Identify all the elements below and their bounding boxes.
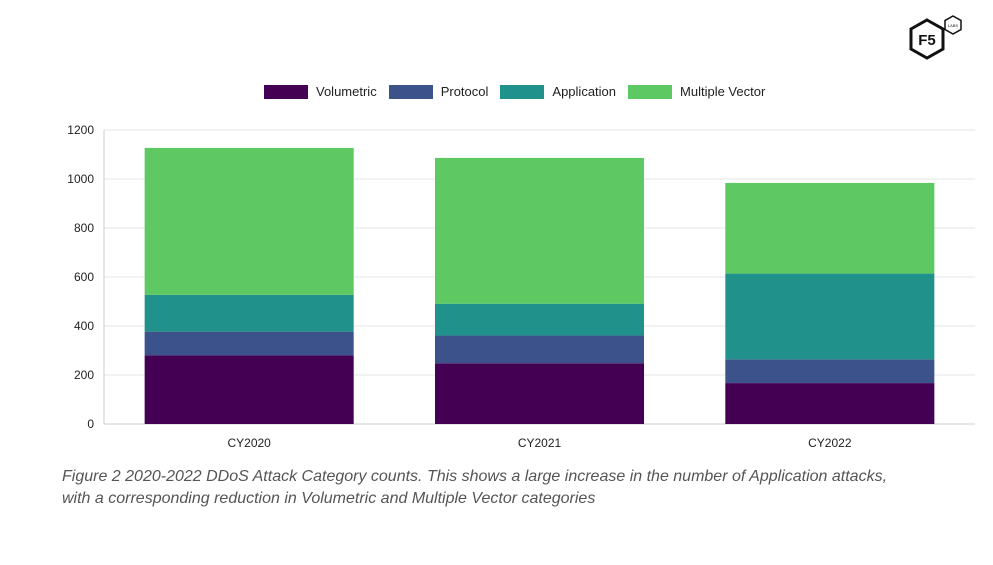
chart-legend: Volumetric Protocol Application Multiple Ve… xyxy=(264,84,777,99)
y-tick-label: 800 xyxy=(74,221,94,235)
legend-label-multiple-vector: Multiple Vector xyxy=(680,84,766,99)
bar-segment-application-cy2020 xyxy=(144,294,354,332)
logo-main-text: F5 xyxy=(918,32,936,49)
bar-segment-multiple-vector-cy2021 xyxy=(434,157,645,304)
legend-swatch-protocol xyxy=(388,84,433,99)
legend-label-application: Application xyxy=(552,84,617,99)
y-tick-label: 1200 xyxy=(67,123,94,137)
bar-segment-protocol-cy2022 xyxy=(725,359,935,384)
y-tick-label: 1000 xyxy=(67,172,94,186)
figure-caption: Figure 2 2020-2022 DDoS Attack Category … xyxy=(62,466,972,510)
y-tick-label: 600 xyxy=(74,270,94,284)
logo-sub-text: LABS xyxy=(948,23,959,28)
x-tick-label: CY2021 xyxy=(518,436,562,450)
bar-segment-volumetric-cy2021 xyxy=(434,363,645,424)
legend-item-multiple-vector: Multiple Vector xyxy=(628,84,765,99)
x-tick-label: CY2020 xyxy=(227,436,271,450)
bar-segment-multiple-vector-cy2022 xyxy=(725,182,935,274)
bar-segment-application-cy2022 xyxy=(725,273,935,360)
caption-line-1: Figure 2 2020-2022 DDoS Attack Category … xyxy=(62,468,888,485)
y-tick-label: 0 xyxy=(87,417,94,431)
x-tick-label: CY2022 xyxy=(808,436,852,450)
y-tick-label: 200 xyxy=(74,368,94,382)
caption-line-2: with a corresponding reduction in Volume… xyxy=(62,490,596,507)
legend-swatch-application xyxy=(500,84,545,99)
bar-segment-protocol-cy2021 xyxy=(434,335,645,364)
legend-swatch-volumetric xyxy=(264,84,308,99)
legend-item-volumetric: Volumetric xyxy=(264,84,377,99)
y-tick-label: 400 xyxy=(74,319,94,333)
stacked-bar-chart: 0 200 400 600 800 1000 1200 CY2020 CY2021 CY2022 xyxy=(67,123,975,450)
f5-labs-logo: F5 LABS xyxy=(905,14,967,75)
legend-label-volumetric: Volumetric xyxy=(316,84,377,99)
legend-swatch-multiple-vector xyxy=(628,84,673,99)
legend-item-application: Application xyxy=(500,84,616,99)
bar-segment-application-cy2021 xyxy=(434,303,645,336)
legend-label-protocol: Protocol xyxy=(440,84,489,99)
bar-segment-protocol-cy2020 xyxy=(144,331,354,356)
bar-segment-multiple-vector-cy2020 xyxy=(144,147,354,295)
bar-segment-volumetric-cy2020 xyxy=(144,355,354,424)
bar-segment-volumetric-cy2022 xyxy=(725,383,935,424)
legend-item-protocol: Protocol xyxy=(388,84,489,99)
